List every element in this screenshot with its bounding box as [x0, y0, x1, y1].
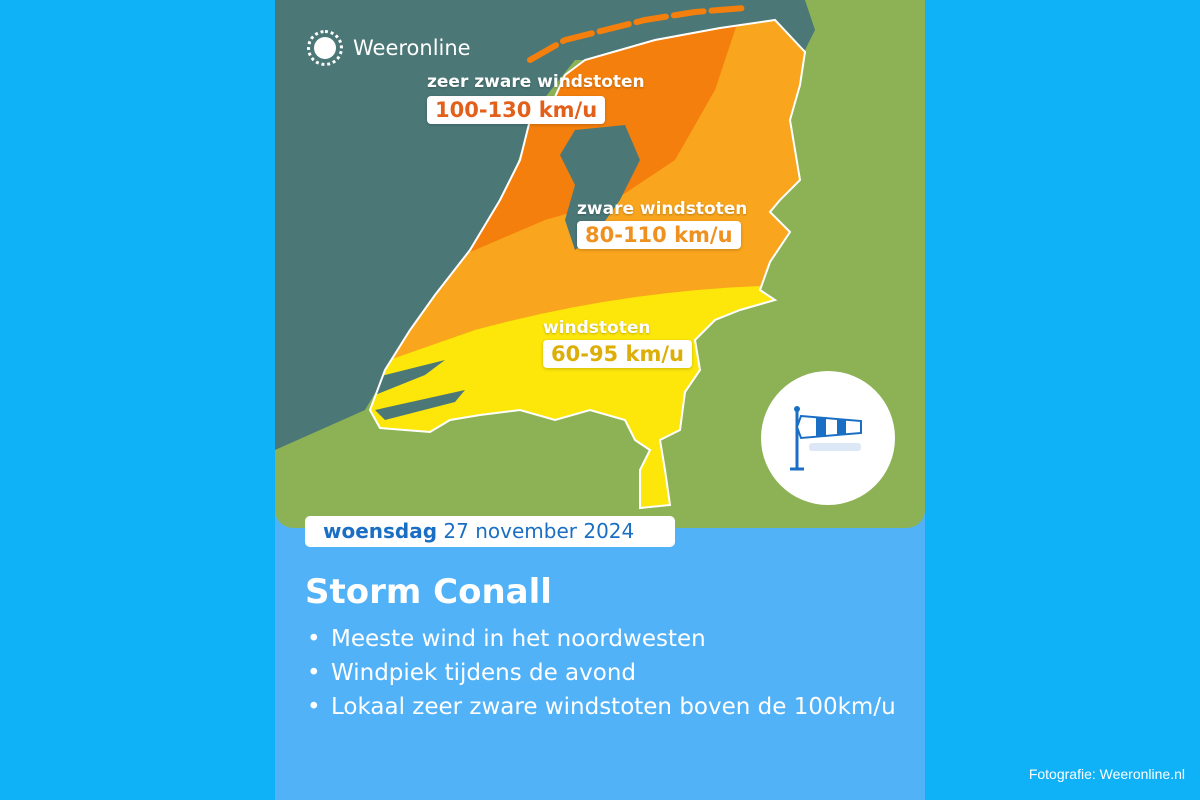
wind-badge [761, 371, 895, 505]
zone-title-gusts: windstoten [543, 318, 651, 338]
infographic-card: Weeronline zeer zware windstoten 100-130… [275, 0, 925, 800]
zone-title-heavy: zware windstoten [577, 199, 748, 219]
zone-title-very-heavy: zeer zware windstoten [427, 72, 645, 92]
brand-name: Weeronline [353, 36, 471, 60]
delta-waters [370, 360, 465, 420]
bullet-list: Meeste wind in het noordwesten Windpiek … [305, 622, 905, 724]
border [368, 18, 807, 510]
date-day: woensdag [323, 519, 438, 543]
bullet-item: Lokaal zeer zware windstoten boven de 10… [305, 690, 905, 724]
zone-range-very-heavy: 100-130 km/u [427, 96, 606, 124]
date-rest: 27 november 2024 [443, 519, 635, 543]
zone-range-heavy: 80-110 km/u [577, 221, 741, 249]
date-label: woensdag 27 november 2024 [305, 516, 675, 547]
windsock-icon [790, 406, 862, 471]
sun-icon [307, 30, 343, 66]
bullet-item: Windpiek tijdens de avond [305, 656, 905, 690]
bullet-item: Meeste wind in het noordwesten [305, 622, 905, 656]
weeronline-logo: Weeronline [307, 30, 471, 66]
storm-title: Storm Conall [305, 572, 552, 612]
wadden-islands [527, 5, 748, 63]
wind-map: Weeronline zeer zware windstoten 100-130… [275, 0, 925, 528]
photo-credit: Fotografie: Weeronline.nl [1028, 766, 1185, 782]
ijsselmeer [560, 125, 640, 250]
zone-range-gusts: 60-95 km/u [543, 340, 692, 368]
